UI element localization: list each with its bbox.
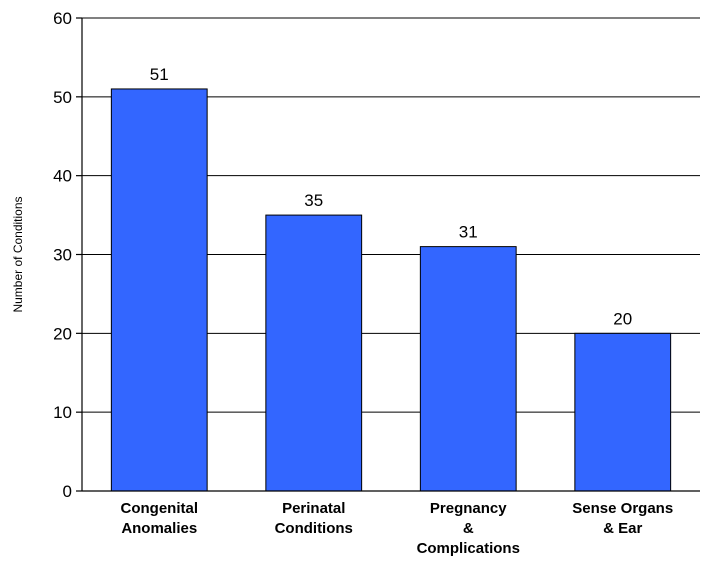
- y-tick-label: 10: [53, 403, 72, 422]
- y-axis-label: Number of Conditions: [11, 196, 25, 312]
- x-category-label-line: & Ear: [603, 520, 642, 537]
- x-category-label-line: Anomalies: [121, 520, 197, 537]
- x-category-label-line: Sense Organs: [572, 500, 673, 517]
- x-category-label-line: Complications: [417, 540, 520, 557]
- x-category-label: Perinatal Conditions: [275, 500, 353, 537]
- x-category-label: Pregnancy & Complications: [417, 500, 520, 557]
- bars: [110, 88, 672, 492]
- bar: [419, 246, 517, 492]
- x-category-label: Congenital Anomalies: [121, 500, 199, 537]
- y-axis-ticks: 0 10 20 30 40 50 60: [53, 9, 82, 501]
- bar: [265, 214, 363, 492]
- y-tick-label: 0: [63, 482, 72, 501]
- data-label: 35: [304, 191, 323, 210]
- data-label: 20: [613, 309, 632, 328]
- x-category-label-line: Congenital: [121, 500, 199, 517]
- data-label: 51: [150, 65, 169, 84]
- x-category-label: Sense Organs & Ear: [572, 500, 673, 537]
- x-axis-categories: Congenital Anomalies Perinatal Conditions Pr…: [121, 500, 674, 557]
- y-tick-label: 50: [53, 88, 72, 107]
- x-category-label-line: &: [463, 520, 474, 537]
- data-labels: 51 35 31 20: [150, 65, 632, 328]
- y-tick-label: 20: [53, 324, 72, 343]
- x-category-label-line: Conditions: [275, 520, 353, 537]
- x-category-label-line: Perinatal: [282, 500, 345, 517]
- data-label: 31: [459, 223, 478, 242]
- y-tick-label: 30: [53, 246, 72, 265]
- x-category-label-line: Pregnancy: [430, 500, 507, 517]
- bar: [574, 332, 672, 492]
- y-tick-label: 40: [53, 167, 72, 186]
- y-tick-label: 60: [53, 9, 72, 28]
- bar: [110, 88, 208, 492]
